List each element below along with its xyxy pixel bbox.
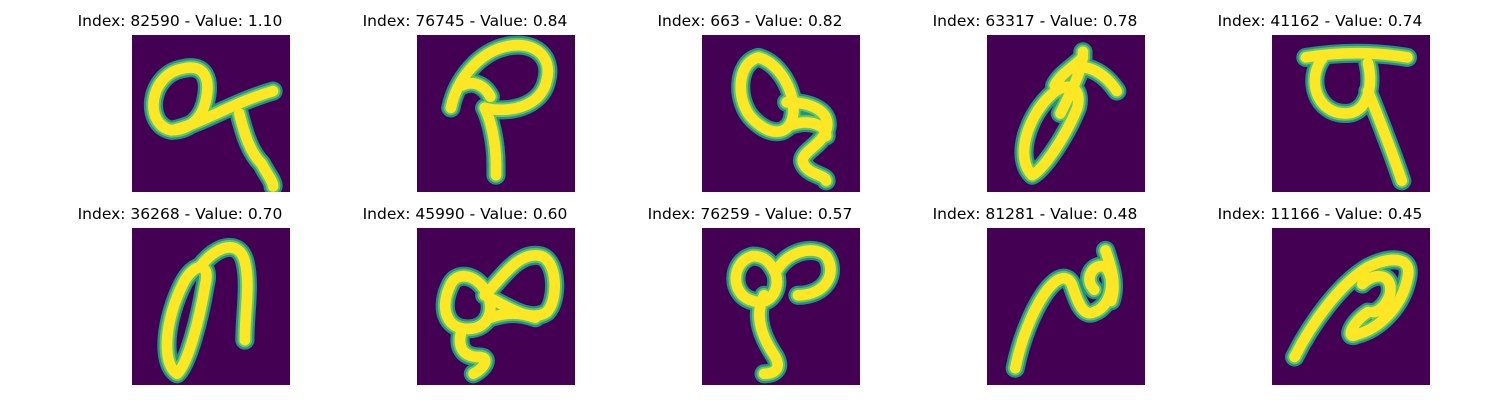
panel-title: Index: 82590 - Value: 1.10 [77,12,283,30]
handwritten-glyph-squiggle-image [987,228,1145,385]
panel-title: Index: 11166 - Value: 0.45 [1217,205,1423,223]
panel-6: Index: 36268 - Value: 0.70 [30,193,330,385]
handwritten-glyph-n-image [132,228,290,385]
panel-9: Index: 81281 - Value: 0.48 [885,193,1185,385]
handwritten-glyph-9-image [702,228,860,385]
handwritten-glyph-arrow-image [987,35,1145,192]
panel-title: Index: 45990 - Value: 0.60 [362,205,568,223]
panel-title: Index: 76259 - Value: 0.57 [647,205,853,223]
panel-title: Index: 663 - Value: 0.82 [657,12,843,30]
panel-title: Index: 41162 - Value: 0.74 [1217,12,1423,30]
panel-1: Index: 82590 - Value: 1.10 [30,0,330,192]
handwritten-glyph-swoosh-image [1272,228,1430,385]
panel-4: Index: 63317 - Value: 0.78 [885,0,1185,192]
panel-title: Index: 76745 - Value: 0.84 [362,12,568,30]
panel-title: Index: 63317 - Value: 0.78 [932,12,1138,30]
panel-7: Index: 45990 - Value: 0.60 [315,193,615,385]
panel-5: Index: 41162 - Value: 0.74 [1170,0,1470,192]
handwritten-glyph-double-loop-image [417,228,575,385]
panel-3: Index: 663 - Value: 0.82 [600,0,900,192]
handwritten-glyph-t-image [1272,35,1430,192]
panel-title: Index: 81281 - Value: 0.48 [932,205,1138,223]
handwritten-glyph-p-image [417,35,575,192]
panel-title: Index: 36268 - Value: 0.70 [77,205,283,223]
panel-2: Index: 76745 - Value: 0.84 [315,0,615,192]
panel-8: Index: 76259 - Value: 0.57 [600,193,900,385]
panel-10: Index: 11166 - Value: 0.45 [1170,193,1470,385]
handwritten-glyph-loop-3-image [702,35,860,192]
handwritten-glyph-a-image [132,35,290,192]
